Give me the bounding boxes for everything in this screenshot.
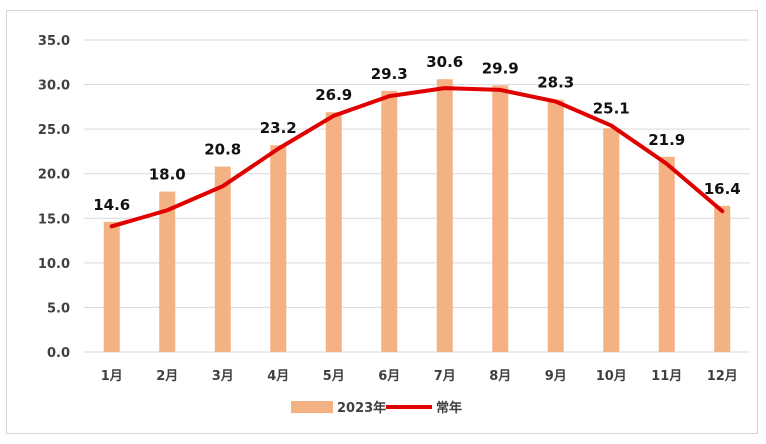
bar-12 [714,205,731,352]
x-tick-label: 5月 [323,369,345,384]
x-axis-ticks: 1月 2月 3月 4月 5月 6月 7月 8月 9月 10月 11月 12月 [101,369,738,384]
data-label: 23.2 [260,119,297,137]
legend-label-normal: 常年 [436,400,462,416]
bar-11 [658,156,675,352]
data-label: 14.6 [93,196,130,214]
y-tick-label: 0.0 [47,346,70,361]
legend-label-2023: 2023年 [337,400,386,416]
y-tick-label: 20.0 [38,168,70,183]
data-label: 18.0 [149,166,186,184]
bar-9 [547,99,564,353]
legend: 2023年 常年 [291,400,462,416]
bar-5 [325,112,342,352]
x-tick-label: 2月 [156,369,178,384]
bar-3 [214,166,231,352]
bar-1 [103,221,120,352]
line-series [109,86,725,229]
grid-layer [84,39,750,353]
x-tick-label: 6月 [378,369,400,384]
x-tick-label: 8月 [489,369,511,384]
y-tick-label: 15.0 [38,212,70,227]
data-labels: 14.6 18.0 20.8 23.2 26.9 29.3 30.6 29.9 28.3 25.1… [93,53,741,214]
data-label: 30.6 [426,53,463,71]
bar-4 [270,145,287,352]
data-label: 29.3 [371,65,408,83]
x-tick-label: 9月 [545,369,567,384]
x-tick-label: 11月 [651,369,682,384]
bar-10 [603,128,620,352]
data-label: 25.1 [593,100,630,118]
data-label: 26.9 [315,86,352,104]
x-tick-label: 4月 [267,369,289,384]
line-normal-year [109,86,725,229]
data-label: 29.9 [482,59,519,77]
bar-2 [159,191,176,352]
x-tick-label: 7月 [434,369,456,384]
y-tick-label: 35.0 [38,34,70,49]
bar-7 [436,79,453,353]
bar-8 [492,85,509,352]
bar-6 [381,90,398,352]
data-label: 20.8 [204,141,241,159]
data-label: 28.3 [537,74,574,92]
data-label: 16.4 [704,180,741,198]
x-tick-label: 3月 [212,369,234,384]
x-tick-label: 1月 [101,369,123,384]
x-tick-label: 12月 [707,369,738,384]
y-axis-ticks: 0.0 5.0 10.0 15.0 20.0 25.0 30.0 35.0 [38,34,70,361]
legend-swatch-bar [291,401,333,413]
y-tick-label: 10.0 [38,257,70,272]
y-tick-label: 25.0 [38,123,70,138]
y-tick-label: 5.0 [47,301,70,316]
bar-series [103,79,731,353]
y-tick-label: 30.0 [38,79,70,94]
data-label: 21.9 [648,131,685,149]
x-tick-label: 10月 [596,369,627,384]
